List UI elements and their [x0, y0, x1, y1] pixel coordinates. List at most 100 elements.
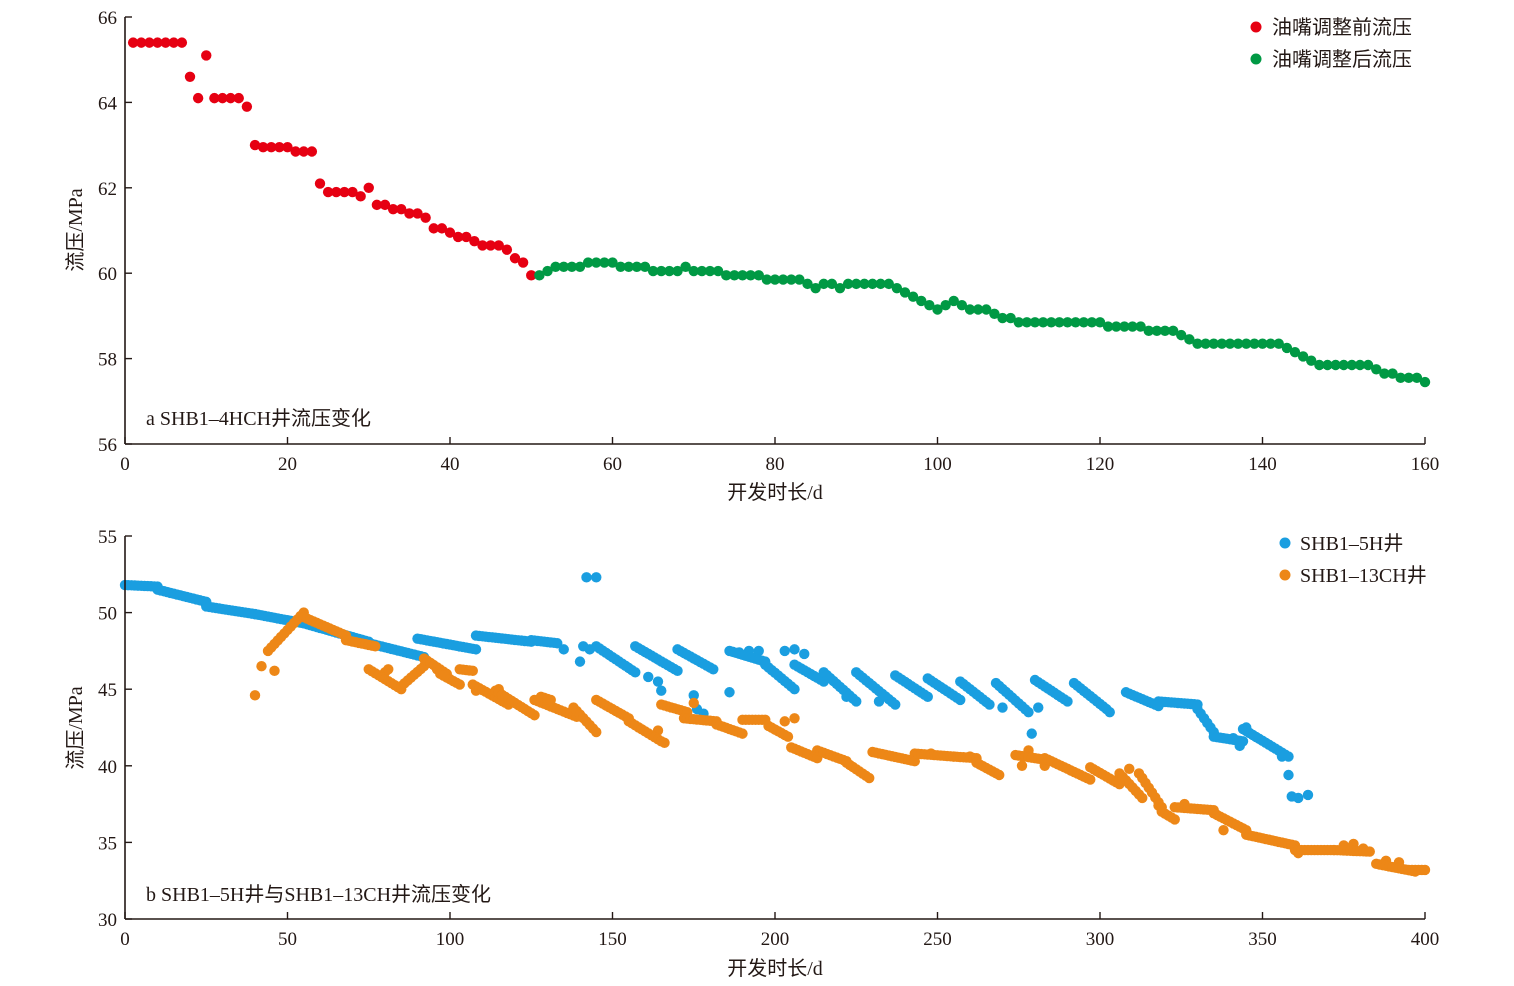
data-point	[956, 300, 968, 311]
data-point	[1281, 342, 1293, 354]
data-point	[1224, 338, 1236, 349]
data-point	[916, 295, 927, 307]
data-point	[452, 231, 464, 243]
y-tick-label: 35	[98, 833, 117, 854]
x-tick-label: 250	[923, 929, 952, 950]
data-point	[1338, 359, 1349, 371]
data-point	[574, 656, 586, 667]
data-point	[1029, 317, 1041, 328]
data-point	[883, 278, 894, 290]
data-point	[1354, 359, 1366, 371]
data-point	[1021, 317, 1033, 328]
data-point	[864, 772, 875, 784]
data-point	[1026, 728, 1037, 739]
data-point	[607, 257, 618, 268]
data-point	[461, 231, 472, 243]
data-point	[526, 270, 537, 281]
data-point	[761, 274, 773, 285]
y-tick-label: 30	[98, 910, 117, 931]
data-point	[444, 227, 456, 238]
data-point	[582, 257, 594, 268]
data-point	[298, 146, 309, 157]
legend: 油嘴调整前流压 油嘴调整后流压	[1250, 16, 1412, 71]
data-point	[370, 641, 381, 652]
data-point	[688, 697, 699, 709]
data-point	[485, 240, 496, 251]
data-point	[1330, 359, 1341, 371]
data-point	[924, 300, 935, 311]
data-point	[1016, 760, 1028, 771]
data-point	[789, 684, 800, 695]
data-point	[509, 253, 521, 264]
data-point	[631, 261, 643, 272]
data-point	[428, 223, 439, 234]
data-point	[201, 50, 212, 61]
y-tick-label: 55	[98, 527, 117, 548]
data-point	[672, 665, 683, 677]
data-point	[672, 265, 683, 277]
data-point	[899, 287, 911, 298]
data-point	[1362, 359, 1374, 371]
data-point	[249, 139, 261, 151]
data-point	[1273, 338, 1284, 349]
data-point	[581, 572, 592, 583]
data-point	[290, 146, 301, 157]
axes-b: 30 35 40 45 50 55 0 50 100 150 200 250 300 350 400	[98, 527, 1439, 950]
data-point	[591, 257, 602, 268]
data-point	[1102, 321, 1114, 332]
data-point	[1143, 325, 1154, 337]
data-point	[1119, 321, 1130, 332]
legend-marker	[1279, 537, 1291, 549]
data-point	[745, 270, 756, 281]
x-tick-label: 300	[1086, 929, 1115, 950]
data-point	[192, 92, 204, 104]
data-point	[552, 638, 563, 649]
data-point	[1005, 312, 1016, 324]
data-point	[623, 261, 634, 272]
data-point	[615, 261, 626, 272]
data-point	[984, 699, 995, 710]
x-tick-label: 0	[120, 454, 130, 475]
x-tick-label: 0	[120, 929, 130, 950]
data-point	[712, 265, 724, 277]
data-point	[1169, 814, 1180, 825]
x-tick-label: 200	[761, 929, 790, 950]
data-point	[1023, 706, 1034, 718]
data-point	[599, 257, 610, 268]
data-point	[1062, 696, 1073, 707]
data-point	[1124, 763, 1135, 775]
data-point	[1101, 703, 1112, 715]
data-point	[1111, 321, 1122, 332]
data-point	[1086, 317, 1098, 328]
data-point	[1395, 372, 1406, 384]
data-point	[1241, 338, 1252, 349]
panel-caption: b SHB1–5H井与SHB1–13CH井流压变化	[146, 883, 491, 906]
y-tick-label: 60	[98, 264, 117, 285]
data-point	[890, 699, 901, 710]
y-tick-label: 64	[98, 93, 118, 114]
data-point	[550, 261, 561, 272]
y-axis-label: 流压/MPa	[64, 686, 87, 769]
data-point	[1419, 864, 1431, 876]
data-point	[1379, 368, 1390, 379]
data-point	[501, 244, 513, 255]
data-point	[420, 212, 431, 223]
data-point	[964, 304, 976, 315]
data-point	[152, 37, 163, 48]
data-point	[383, 664, 394, 675]
data-point	[184, 71, 196, 82]
data-point	[1297, 351, 1309, 362]
data-point	[1302, 789, 1314, 801]
data-point	[907, 291, 919, 302]
data-point	[779, 716, 790, 727]
data-point	[737, 270, 748, 281]
data-point	[940, 300, 951, 311]
data-point	[355, 191, 366, 202]
data-point	[306, 146, 318, 157]
data-point	[799, 648, 810, 660]
x-tick-label: 400	[1411, 929, 1440, 950]
data-point	[810, 282, 821, 294]
chart-panel-a: 56 58 60 62 64 66 0 20 40 60 80 100 120 140 160 流压/MPa…	[64, 8, 1439, 504]
data-point	[989, 308, 1000, 319]
